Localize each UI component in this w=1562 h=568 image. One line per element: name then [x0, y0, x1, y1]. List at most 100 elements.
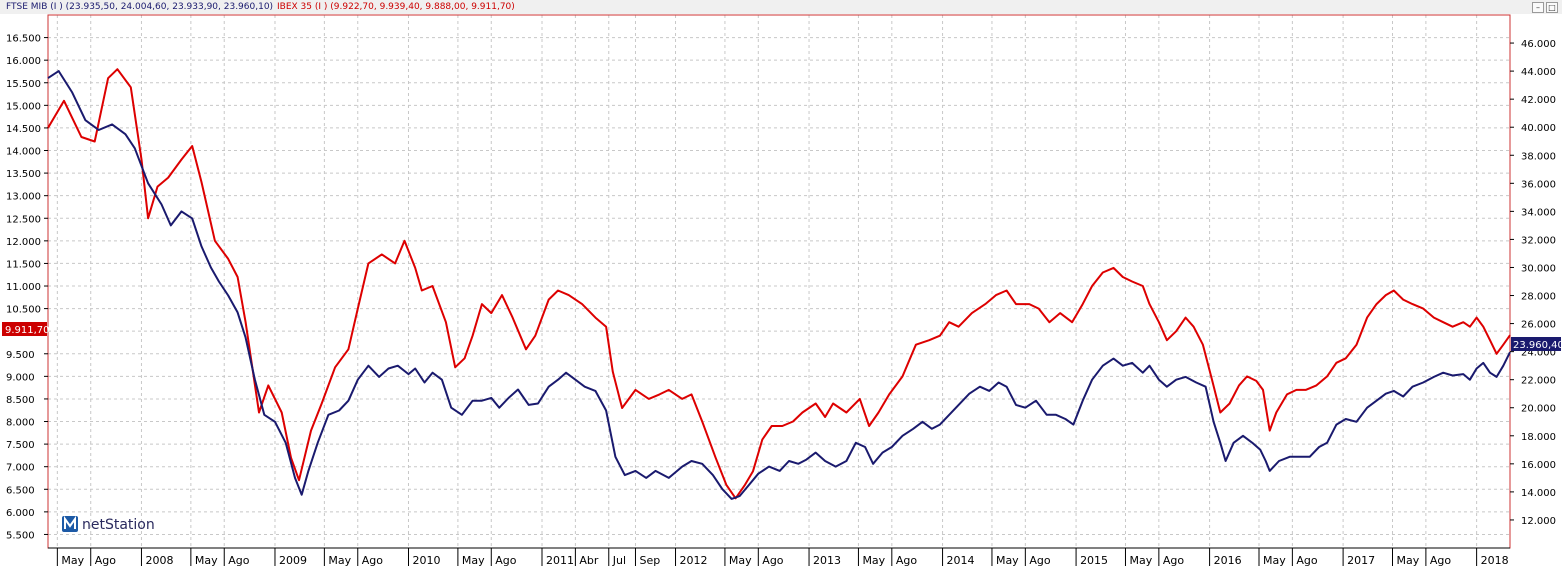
right-tick-label: 38.000 — [1521, 151, 1556, 162]
netstation-logo-glyph — [64, 515, 76, 529]
right-tick-label: 12.000 — [1521, 516, 1556, 527]
left-tick-label: 14.500 — [6, 124, 41, 135]
x-tick-label: 2014 — [947, 554, 975, 567]
x-tick-label: Ago — [1163, 554, 1185, 567]
ibex-legend: IBEX 35 (I ) (9.922,70, 9.939,40, 9.888,… — [277, 0, 515, 14]
x-tick-label: 2011 — [546, 554, 574, 567]
x-tick-label: May — [1129, 554, 1152, 567]
ibex-last-value-tag: 9.911,70 — [2, 322, 50, 336]
left-tick-label: 9.000 — [6, 372, 35, 383]
ftse-last-value-bg — [1511, 337, 1561, 351]
minimize-button[interactable]: – — [1532, 2, 1544, 13]
chart-svg: 5.500 6.000 6.500 7.000 7.500 8.000 8.500 9.000… — [2, 14, 1562, 567]
x-tick-label: May — [61, 554, 84, 567]
ibex-legend-ohlc: (9.922,70, 9.939,40, 9.888,00, 9.911,70) — [330, 2, 515, 12]
x-axis: May Ago 2008 May Ago 2009 May Ago 2010 May Ago 2011… — [56, 548, 1509, 567]
left-tick-label: 14.000 — [6, 147, 41, 158]
plot-frame — [47, 14, 1511, 549]
left-tick-label: 7.000 — [6, 463, 35, 474]
right-axis: 12.000 14.000 16.000 18.000 20.000 22.000 24.0… — [1510, 39, 1556, 527]
ftse-series-line — [47, 70, 1511, 500]
x-tick-label: May — [328, 554, 351, 567]
ibex-last-value-bg — [2, 322, 47, 336]
right-tick-label: 30.000 — [1521, 263, 1556, 274]
right-tick-label: 28.000 — [1521, 292, 1556, 303]
right-tick-label: 42.000 — [1521, 95, 1556, 106]
left-tick-label: 13.500 — [6, 169, 41, 180]
x-tick-label: 2017 — [1347, 554, 1375, 567]
right-tick-label: 44.000 — [1521, 67, 1556, 78]
ftse-legend-ohlc: (23.935,50, 24.004,60, 23.933,90, 23.960… — [65, 2, 274, 12]
x-tick-label: May — [1263, 554, 1286, 567]
x-tick-label: 2018 — [1481, 554, 1509, 567]
netstation-wordmark: netStation — [82, 517, 155, 533]
x-tick-label: Ago — [495, 554, 517, 567]
x-tick-label: 2008 — [145, 554, 173, 567]
left-tick-label: 11.500 — [6, 259, 41, 270]
x-tick-label: 2010 — [412, 554, 440, 567]
left-tick-label: 8.000 — [6, 418, 35, 429]
ibex-series-line — [47, 68, 1511, 500]
ftse-last-value-text: 23.960,40 — [1513, 340, 1562, 351]
left-tick-label: 16.500 — [6, 34, 41, 45]
left-tick-label: 6.000 — [6, 508, 35, 519]
right-tick-label: 40.000 — [1521, 123, 1556, 134]
right-tick-label: 24.000 — [1521, 348, 1556, 359]
right-tick-label: 16.000 — [1521, 460, 1556, 471]
right-tick-label: 20.000 — [1521, 404, 1556, 415]
series-layer — [47, 68, 1511, 500]
ftse-legend: FTSE MIB (I ) (23.935,50, 24.004,60, 23.… — [6, 0, 273, 14]
ibex-legend-name: IBEX 35 (I ) — [277, 2, 328, 12]
right-tick-label: 22.000 — [1521, 376, 1556, 387]
x-tick-label: Jul — [612, 554, 626, 567]
x-tick-label: 2016 — [1214, 554, 1242, 567]
x-tick-label: Ago — [1430, 554, 1452, 567]
x-tick-label: Ago — [362, 554, 384, 567]
x-tick-label: Sep — [639, 554, 660, 567]
right-tick-label: 14.000 — [1521, 488, 1556, 499]
x-tick-label: May — [729, 554, 752, 567]
x-tick-label: 2013 — [813, 554, 841, 567]
x-tick-label: May — [1397, 554, 1420, 567]
right-tick-label: 36.000 — [1521, 179, 1556, 190]
right-tick-label: 18.000 — [1521, 432, 1556, 443]
left-tick-label: 9.500 — [6, 350, 35, 361]
left-tick-label: 10.500 — [6, 305, 41, 316]
right-tick-label: 46.000 — [1521, 39, 1556, 50]
x-tick-label: Ago — [1029, 554, 1051, 567]
x-tick-label: Ago — [95, 554, 117, 567]
x-tick-label: 2015 — [1080, 554, 1108, 567]
left-tick-label: 12.000 — [6, 237, 41, 248]
netstation-logo: netStation — [62, 515, 155, 533]
left-tick-label: 5.500 — [6, 530, 35, 541]
right-tick-label: 26.000 — [1521, 320, 1556, 331]
x-tick-label: 2012 — [680, 554, 708, 567]
x-tick-label: May — [462, 554, 485, 567]
left-tick-label: 7.500 — [6, 440, 35, 451]
x-tick-label: Ago — [228, 554, 250, 567]
left-tick-label: 16.000 — [6, 56, 41, 67]
left-tick-label: 12.500 — [6, 214, 41, 225]
ftse-last-value-tag: 23.960,40 — [1511, 337, 1562, 351]
x-tick-label: Ago — [1296, 554, 1318, 567]
x-tick-label: 2009 — [279, 554, 307, 567]
maximize-button[interactable]: □ — [1546, 2, 1558, 13]
right-tick-label: 32.000 — [1521, 235, 1556, 246]
ibex-last-value-text: 9.911,70 — [5, 325, 50, 336]
x-tick-label: May — [195, 554, 218, 567]
left-tick-label: 6.500 — [6, 485, 35, 496]
left-tick-label: 8.500 — [6, 395, 35, 406]
grid-layer — [48, 15, 1510, 548]
x-tick-label: Ago — [762, 554, 784, 567]
x-tick-label: May — [862, 554, 885, 567]
ftse-legend-name: FTSE MIB (I ) — [6, 2, 63, 12]
left-tick-label: 15.500 — [6, 79, 41, 90]
left-tick-label: 11.000 — [6, 282, 41, 293]
x-tick-label: Abr — [579, 554, 599, 567]
left-tick-label: 15.000 — [6, 101, 41, 112]
chart-header-bar: FTSE MIB (I ) (23.935,50, 24.004,60, 23.… — [0, 0, 1562, 14]
right-tick-label: 34.000 — [1521, 207, 1556, 218]
x-tick-label: May — [996, 554, 1019, 567]
x-tick-label: Ago — [896, 554, 918, 567]
left-tick-label: 13.000 — [6, 192, 41, 203]
